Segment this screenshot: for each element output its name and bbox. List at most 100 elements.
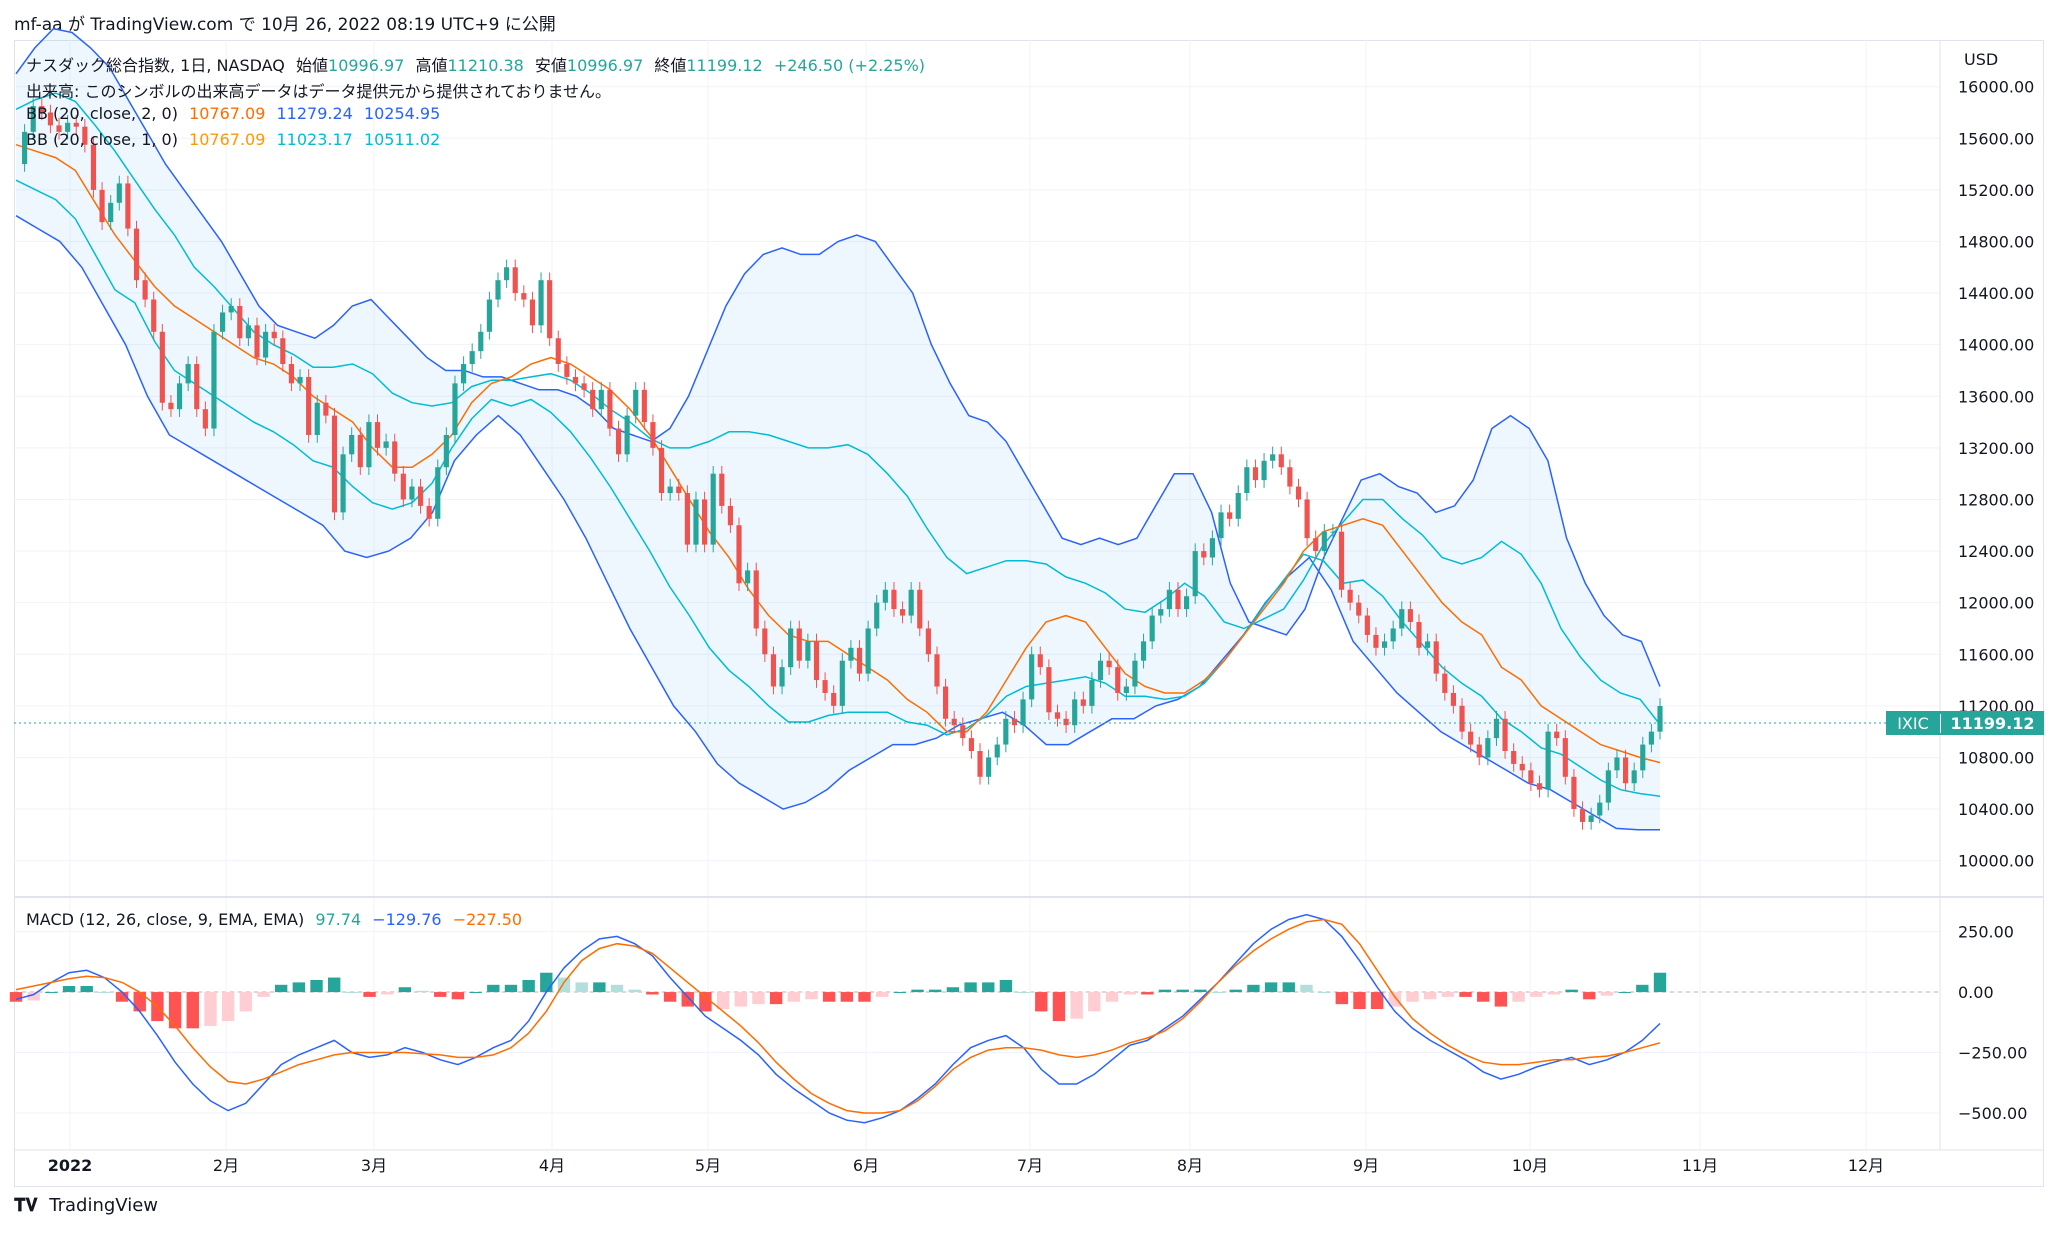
symbol-title[interactable]: ナスダック総合指数, 1日, NASDAQ: [26, 56, 285, 75]
candle-body: [822, 680, 828, 693]
macd-label[interactable]: MACD (12, 26, close, 9, EMA, EMA): [26, 910, 305, 929]
candle-body: [710, 473, 716, 545]
candle-body: [1166, 589, 1172, 610]
candle-body: [908, 589, 914, 616]
macd-histogram-bar: [133, 992, 146, 1012]
macd-histogram-bar: [1600, 992, 1614, 996]
candle-body: [1132, 660, 1138, 687]
candle-body: [1511, 751, 1517, 764]
bb2-label[interactable]: BB (20, close, 1, 0): [26, 130, 178, 149]
bb1-upper: 11279.24: [276, 104, 353, 123]
candle-body: [805, 641, 811, 661]
macd-histogram-bar: [1547, 992, 1561, 995]
candle-body: [1407, 609, 1413, 623]
candle-body: [788, 628, 794, 668]
candle-body: [1648, 731, 1654, 745]
price-tick-label: 10000.00: [1958, 852, 2034, 871]
bb2-upper: 11023.17: [276, 130, 353, 149]
published-text: に公開: [504, 15, 556, 35]
candle-body: [1597, 802, 1603, 816]
candle-body: [1063, 718, 1069, 726]
candle-body: [1072, 699, 1078, 726]
candle-body: [951, 718, 957, 726]
candle-body: [1562, 738, 1568, 777]
candle-body: [865, 628, 871, 674]
candle-body: [417, 486, 424, 506]
macd-histogram-bar: [363, 992, 376, 997]
macd-histogram-bar: [1176, 989, 1189, 993]
time-tick-label: 9月: [1353, 1156, 1379, 1175]
tradingview-logo-icon: 𝐓𝐕: [14, 1195, 38, 1216]
price-tick-label: 14400.00: [1958, 284, 2034, 303]
candle-body: [1468, 731, 1474, 745]
macd-histogram-bar: [1211, 992, 1225, 994]
candle-body: [676, 486, 682, 494]
candle-body: [478, 331, 484, 352]
candle-body: [693, 499, 699, 545]
macd-histogram-bar: [681, 992, 694, 1007]
candle-body: [1373, 634, 1379, 648]
candle-body: [1037, 654, 1043, 668]
candle-body: [615, 428, 622, 455]
candle-body: [1433, 641, 1439, 674]
candle-body: [1554, 731, 1560, 739]
candle-body: [133, 228, 140, 281]
macd-legend[interactable]: MACD (12, 26, close, 9, EMA, EMA) 97.74 …: [26, 910, 528, 929]
close-value: 11199.12: [686, 56, 763, 75]
macd-histogram-bar: [1194, 989, 1207, 993]
candle-body: [1287, 467, 1293, 487]
bollinger-lines: [15, 27, 1661, 831]
candle-body: [1123, 686, 1129, 693]
candle-body: [839, 660, 845, 706]
macd-histogram-bar: [328, 977, 341, 993]
candle-body: [1097, 660, 1104, 681]
candle-body: [1252, 467, 1259, 481]
bb2-legend[interactable]: BB (20, close, 1, 0) 10767.09 11023.17 1…: [26, 130, 446, 149]
macd-histogram-bar: [168, 992, 182, 1029]
macd-histogram-bar: [345, 992, 359, 994]
publish-info: mf-aa が TradingView.com で 10月 26, 2022 0…: [14, 10, 556, 35]
macd-histogram-bar: [186, 992, 199, 1029]
time-tick-label: 10月: [1512, 1156, 1548, 1175]
price-tick-label: 13200.00: [1958, 439, 2034, 458]
candle-body: [943, 686, 949, 719]
macd-histogram-bar: [610, 984, 624, 993]
ohlc-legend: ナスダック総合指数, 1日, NASDAQ 始値10996.97 高値11210…: [26, 52, 931, 76]
candle-body: [1184, 596, 1190, 610]
price-tick-label: 13600.00: [1958, 387, 2034, 406]
macd-histogram-bar: [204, 992, 217, 1026]
candle-body: [357, 434, 363, 468]
candle-body: [684, 493, 690, 545]
macd-histogram-bar: [575, 982, 588, 993]
candle-body: [702, 499, 708, 545]
candle-body: [1528, 770, 1534, 784]
macd-histogram-bar: [1406, 992, 1419, 1002]
bb1-legend[interactable]: BB (20, close, 2, 0) 10767.09 11279.24 1…: [26, 104, 446, 123]
bb1-label[interactable]: BB (20, close, 2, 0): [26, 104, 178, 123]
footer-brand[interactable]: 𝐓𝐕 TradingView: [14, 1195, 158, 1216]
macd-histogram-bar: [1282, 982, 1295, 993]
macd-histogram-bar: [911, 989, 924, 993]
macd-histogram-bar: [1388, 992, 1402, 1007]
macd-histogram-bar: [1636, 984, 1649, 993]
chart-frame[interactable]: [14, 40, 2044, 1187]
change-value: +246.50 (+2.25%): [773, 56, 926, 75]
candle-body: [1622, 757, 1629, 784]
candle-body: [280, 338, 286, 365]
macd-histogram-bar: [80, 986, 93, 993]
candle-body: [254, 325, 260, 358]
candle-body: [314, 402, 320, 435]
candle-body: [392, 441, 398, 474]
low-label: 安値: [534, 56, 567, 75]
time-tick-label: 3月: [361, 1156, 387, 1175]
author-name[interactable]: mf-aa: [14, 15, 63, 35]
candle-body: [856, 647, 863, 674]
candle-body: [1356, 602, 1362, 616]
candle-body: [977, 751, 983, 777]
macd-histogram-bar: [628, 989, 641, 993]
candle-body: [22, 131, 28, 165]
candle-body: [1425, 641, 1431, 648]
candle-body: [1338, 531, 1345, 590]
candle-body: [1149, 615, 1155, 642]
